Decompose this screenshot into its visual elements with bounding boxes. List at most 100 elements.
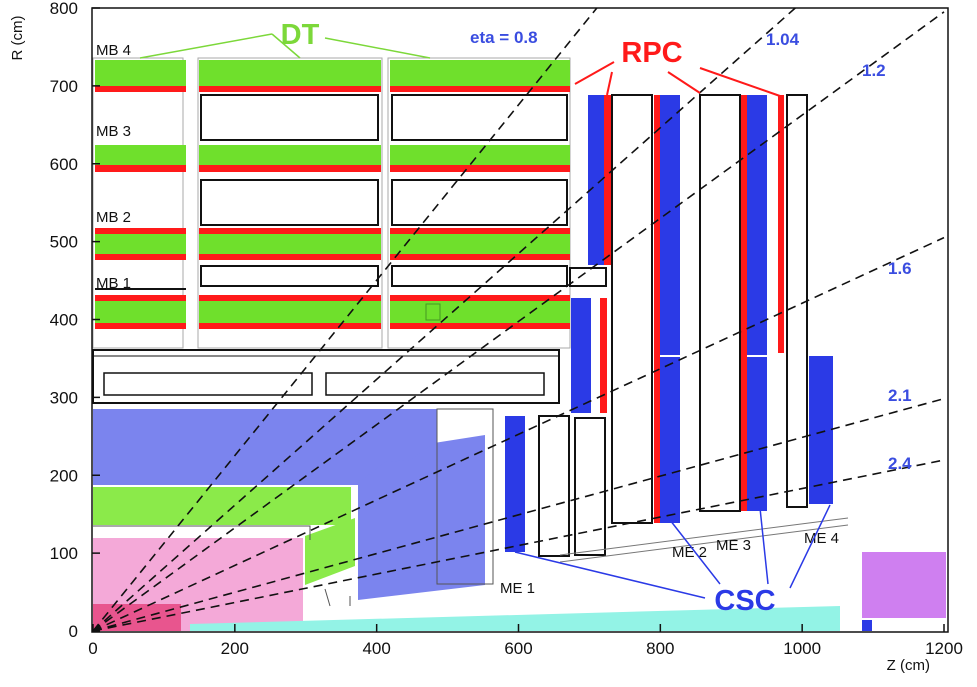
csc-leader-lines: [514, 504, 831, 599]
eta-line: [92, 459, 945, 632]
dt-mb1-mid-box: [200, 265, 379, 287]
rpc-mb4-mid: [199, 86, 381, 92]
dt-mb4-mid: [199, 60, 381, 86]
y-tick-label: 0: [69, 622, 78, 641]
rpc-mb3-right: [390, 165, 570, 172]
x-tick-label: 0: [88, 639, 97, 658]
iron-yoke-mid: [197, 57, 383, 349]
rpc-mb4-right: [390, 86, 570, 92]
eta-label: 1.04: [766, 30, 800, 49]
csc-label: CSC: [714, 585, 775, 617]
rpc-me1-upper: [604, 95, 611, 265]
eta-line: [92, 7, 796, 632]
endcap-floor: [559, 517, 849, 563]
rpc-mb1-upper-right: [390, 295, 570, 301]
dt-mb4-right: [390, 60, 570, 86]
rpc-me1: [600, 298, 607, 413]
eta-label: 1.6: [888, 259, 912, 278]
ecal-barrel: [93, 487, 351, 525]
eta-lines: eta = 0.8 1.04 1.2 1.6 2.1 2.4: [92, 7, 945, 632]
x-tick-label: 400: [362, 639, 390, 658]
rpc-mb1-lower-left: [95, 323, 186, 329]
csc-me1-inner: [505, 416, 525, 552]
endcap-muon-system: [505, 94, 849, 563]
y-tick-label: 400: [50, 311, 78, 330]
solenoid-inner-right: [325, 372, 545, 396]
rpc-mb1-upper-left: [95, 295, 186, 301]
rpc-leader-lines: [574, 61, 781, 97]
me4-chamber: [786, 94, 808, 508]
dt-mb2-right: [390, 234, 570, 254]
me2-chamber: [611, 94, 653, 524]
station-label-mb1: MB 1: [96, 275, 131, 292]
dt-mb2-mid-box: [200, 179, 379, 226]
rpc-mb3-mid: [199, 165, 381, 172]
csc-me1-outer: [571, 298, 591, 413]
dt-mb1-small-box: [425, 303, 441, 321]
y-tick-label: 100: [50, 544, 78, 563]
y-tick-label: 600: [50, 155, 78, 174]
beam-pipe-region: [190, 606, 840, 631]
eta-line: [92, 11, 945, 632]
x-axis-label: Z (cm): [887, 657, 930, 674]
dt-mb3-right-box: [391, 94, 568, 141]
x-axis: 0 200 400 600 800 1000 1200: [88, 624, 963, 658]
station-label-mb3: MB 3: [96, 123, 131, 140]
dt-mb3-mid: [199, 145, 381, 165]
rpc-me3: [741, 95, 747, 511]
station-label-mb2: MB 2: [96, 209, 131, 226]
csc-me3: [747, 95, 767, 511]
dt-mb1-right-box: [391, 265, 568, 287]
y-tick-label: 500: [50, 233, 78, 252]
dt-mb3-mid-box: [200, 94, 379, 141]
y-tick-label: 300: [50, 388, 78, 407]
forward-calorimeter-base: [862, 620, 872, 631]
rpc-mb2-upper-mid: [199, 228, 381, 234]
y-axis: 0 100 200 300 400 500 600 700 800: [50, 0, 100, 641]
rpc-mb2-lower-right: [390, 254, 570, 260]
rpc-me2: [654, 95, 660, 523]
eta-label: 2.4: [888, 454, 912, 473]
forward-calorimeter: [862, 552, 946, 618]
eta-label: eta = 0.8: [470, 28, 538, 47]
station-label-me4: ME 4: [804, 530, 839, 547]
pixel-detector: [93, 604, 181, 631]
rpc-label: RPC: [621, 37, 682, 69]
y-tick-label: 700: [50, 77, 78, 96]
rpc-mb1-upper-mid: [199, 295, 381, 301]
me3-chamber: [699, 94, 741, 512]
csc-me4: [809, 356, 833, 504]
dt-mb1-left: [95, 301, 186, 323]
rpc-mb1-lower-mid: [199, 323, 381, 329]
y-axis-label: R (cm): [9, 16, 26, 61]
rpc-mb3-left: [95, 165, 186, 172]
eta-line: [92, 7, 598, 632]
transition-box: [569, 267, 607, 287]
y-tick-label: 200: [50, 466, 78, 485]
x-tick-label: 1200: [925, 639, 963, 658]
x-tick-label: 600: [504, 639, 532, 658]
csc-me1-upper: [588, 95, 606, 265]
station-label-me1: ME 1: [500, 580, 535, 597]
dt-mb4-left: [95, 60, 186, 86]
rpc-mb2-upper-left: [95, 228, 186, 234]
rpc-mb2-lower-mid: [199, 254, 381, 260]
dt-mb3-left: [95, 145, 186, 165]
rpc-mb1-lower-right: [390, 323, 570, 329]
csc-me2: [660, 95, 680, 523]
me1-chamber-a: [538, 415, 570, 557]
x-tick-label: 200: [221, 639, 249, 658]
inner-outline: [93, 525, 351, 607]
eta-label: 1.2: [862, 61, 886, 80]
detector-labels: DT RPC CSC: [139, 19, 831, 617]
iron-yoke-left: [92, 57, 184, 349]
rpc-mb4-left: [95, 86, 186, 92]
dt-leader-lines: [139, 33, 431, 59]
rpc-mb2-upper-right: [390, 228, 570, 234]
rpc-me4: [778, 95, 784, 353]
barrel-muon-system: [92, 57, 607, 349]
eta-line: [92, 397, 945, 632]
iron-yoke-right: [387, 57, 571, 349]
